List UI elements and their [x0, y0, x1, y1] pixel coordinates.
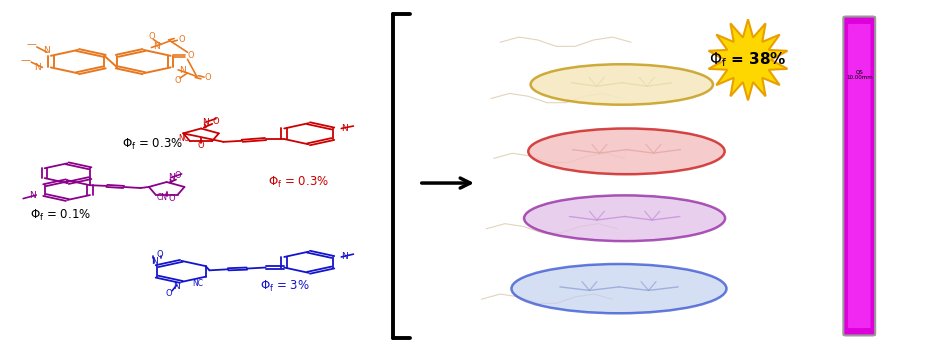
Text: N: N [180, 67, 186, 75]
Text: N: N [152, 42, 160, 51]
Text: QS
10.00mm: QS 10.00mm [846, 69, 872, 80]
Text: N: N [43, 46, 50, 55]
Text: O: O [156, 250, 164, 259]
Text: N: N [341, 252, 349, 262]
Text: $\Phi_\mathrm{f}$ = 0.3%: $\Phi_\mathrm{f}$ = 0.3% [122, 137, 182, 152]
Text: $\mathit{\Phi}_\mathrm{f}$ = 38%: $\mathit{\Phi}_\mathrm{f}$ = 38% [709, 50, 787, 69]
FancyBboxPatch shape [843, 17, 875, 335]
Text: O: O [175, 76, 181, 85]
Text: CN: CN [156, 193, 167, 202]
Text: N: N [173, 282, 180, 291]
Text: N: N [202, 118, 209, 127]
Polygon shape [709, 19, 787, 100]
Text: O: O [165, 289, 173, 298]
Text: —: — [26, 39, 36, 50]
Text: O: O [205, 74, 211, 82]
Text: NC: NC [193, 279, 204, 288]
Text: NC: NC [179, 134, 190, 143]
Ellipse shape [524, 195, 726, 241]
Text: O: O [188, 51, 194, 60]
Text: N: N [168, 173, 175, 182]
Ellipse shape [528, 128, 725, 174]
FancyBboxPatch shape [848, 24, 870, 328]
Text: $\Phi_\mathrm{f}$ = 3%: $\Phi_\mathrm{f}$ = 3% [260, 279, 309, 294]
Text: $\Phi_\mathrm{f}$ = 0.3%: $\Phi_\mathrm{f}$ = 0.3% [268, 175, 329, 189]
Text: —: — [21, 55, 31, 65]
Text: O: O [212, 117, 220, 126]
Text: O: O [197, 141, 205, 150]
Text: O: O [148, 32, 154, 41]
Text: N: N [29, 190, 36, 200]
Text: $\Phi_\mathrm{f}$ = 0.1%: $\Phi_\mathrm{f}$ = 0.1% [30, 208, 91, 223]
Text: N: N [151, 257, 158, 266]
Text: N: N [341, 124, 349, 133]
Text: O: O [178, 35, 184, 44]
Text: N: N [35, 63, 41, 72]
Ellipse shape [531, 64, 713, 105]
Text: O: O [175, 171, 181, 180]
Text: O: O [168, 194, 175, 203]
Ellipse shape [511, 264, 726, 313]
